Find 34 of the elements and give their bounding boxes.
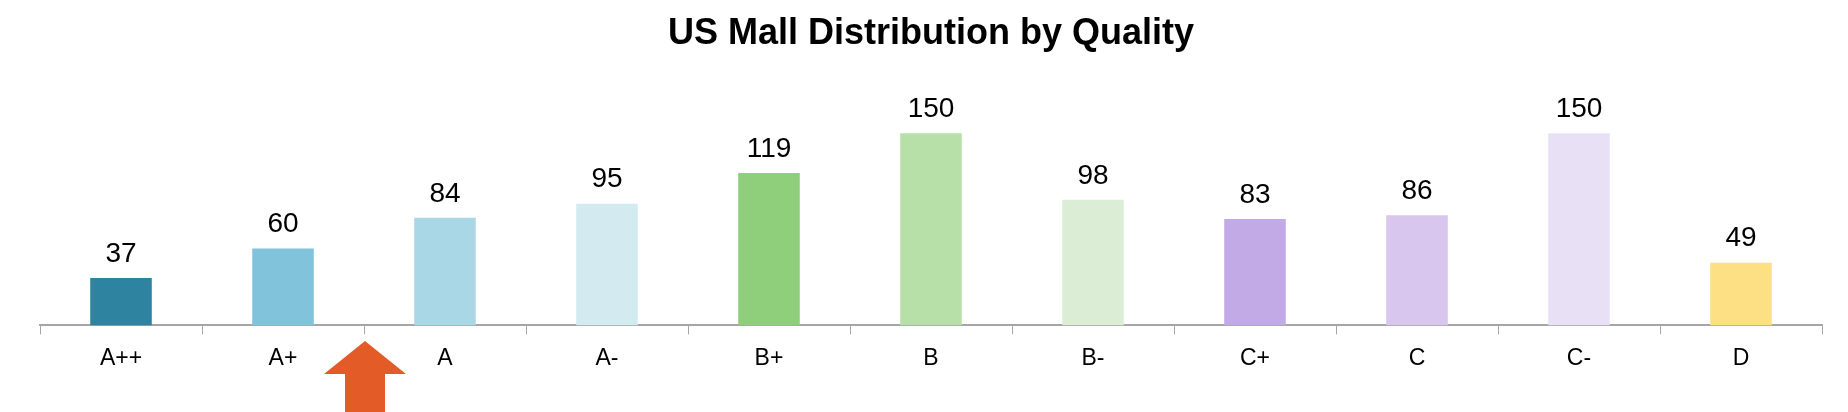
bar <box>900 133 962 326</box>
bar <box>1062 199 1124 326</box>
x-tick-label: A+ <box>268 343 298 370</box>
x-tick-label: A- <box>595 343 619 370</box>
data-label: 60 <box>267 207 299 239</box>
x-tick-label: B <box>923 343 939 370</box>
data-label: 98 <box>1077 158 1109 190</box>
data-label: 84 <box>429 176 461 208</box>
bar <box>1548 133 1610 326</box>
x-tick-label: B- <box>1081 343 1105 370</box>
chart-title: US Mall Distribution by Quality <box>667 10 1195 52</box>
bar <box>90 278 152 326</box>
x-tick-label: C+ <box>1239 343 1271 370</box>
bar <box>252 248 314 326</box>
x-tick-label: A <box>437 343 454 370</box>
data-label: 86 <box>1401 173 1433 205</box>
data-label: 150 <box>907 91 955 123</box>
bar <box>1386 215 1448 326</box>
x-tick-label: A++ <box>99 343 143 370</box>
data-label: 37 <box>105 236 137 268</box>
data-label: 119 <box>746 131 792 163</box>
x-tick-label: C- <box>1566 343 1592 370</box>
bar <box>738 172 800 326</box>
data-label: 83 <box>1239 177 1271 209</box>
data-label: 150 <box>1555 91 1603 123</box>
bar <box>1710 262 1772 326</box>
x-tick-label: B+ <box>754 343 784 370</box>
x-tick-label: C <box>1408 343 1426 370</box>
data-label: 95 <box>591 162 623 194</box>
data-label: 49 <box>1725 221 1757 253</box>
bar <box>576 203 638 326</box>
bar <box>1224 219 1286 326</box>
x-tick-label: D <box>1732 343 1750 370</box>
bar <box>414 217 476 326</box>
